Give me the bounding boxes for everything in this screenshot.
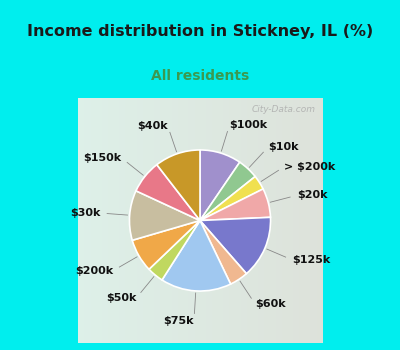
Text: $20k: $20k: [297, 190, 328, 200]
Wedge shape: [200, 220, 246, 284]
Text: $30k: $30k: [70, 208, 100, 218]
Wedge shape: [200, 176, 263, 220]
Wedge shape: [149, 220, 200, 280]
Text: $50k: $50k: [106, 293, 136, 303]
Wedge shape: [136, 165, 200, 220]
Text: Income distribution in Stickney, IL (%): Income distribution in Stickney, IL (%): [27, 24, 373, 39]
Text: $60k: $60k: [255, 299, 286, 309]
Wedge shape: [130, 191, 200, 240]
Text: > $200k: > $200k: [284, 162, 336, 172]
Text: $75k: $75k: [164, 315, 194, 326]
Text: $100k: $100k: [230, 120, 268, 130]
Wedge shape: [200, 150, 240, 220]
Text: $200k: $200k: [75, 266, 113, 275]
Text: $125k: $125k: [292, 255, 330, 265]
Text: $150k: $150k: [84, 153, 122, 163]
Text: $40k: $40k: [137, 121, 168, 131]
Wedge shape: [200, 189, 270, 220]
Wedge shape: [200, 217, 270, 274]
Text: All residents: All residents: [151, 69, 249, 83]
Text: $10k: $10k: [268, 142, 299, 152]
Wedge shape: [132, 220, 200, 269]
Text: City-Data.com: City-Data.com: [251, 105, 315, 114]
Wedge shape: [162, 220, 231, 291]
Wedge shape: [200, 162, 255, 220]
Wedge shape: [157, 150, 200, 220]
